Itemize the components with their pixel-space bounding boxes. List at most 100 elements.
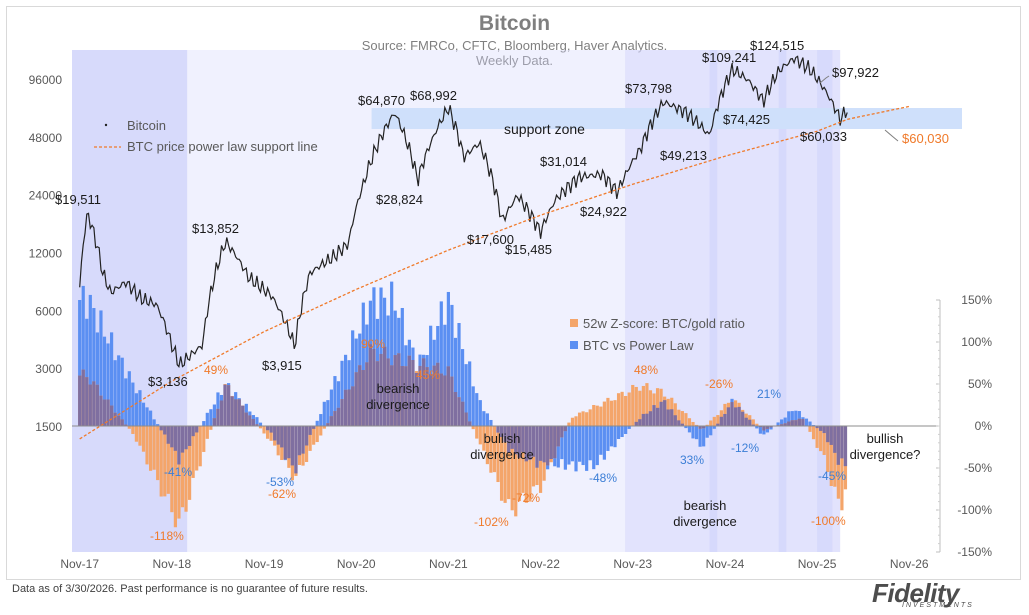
power-law-bar: [113, 360, 117, 426]
overlap-bar: [439, 373, 443, 426]
zscore-bar: [148, 426, 153, 471]
power-law-bar: [560, 426, 564, 460]
power-law-bar: [620, 426, 624, 438]
overlap-bar: [255, 424, 259, 426]
overlap-bar: [744, 417, 748, 426]
shade-band-2: [625, 50, 841, 552]
overlap-bar: [117, 415, 121, 426]
overlap-bar: [81, 369, 85, 426]
zscore-bar: [811, 426, 816, 440]
y-left-tick-label: 1500: [35, 420, 62, 434]
zscore-bar: [163, 426, 167, 497]
overlap-bar: [673, 415, 677, 426]
y-left-tick-label: 24000: [29, 189, 63, 203]
overlap-bar: [354, 372, 358, 426]
overlap-bar: [794, 420, 798, 426]
power-law-bar: [315, 420, 319, 426]
power-law-bar: [705, 426, 709, 438]
percent-annotation: 33%: [680, 453, 704, 467]
overlap-bar: [308, 426, 312, 435]
y-left-tick-label: 6000: [35, 304, 62, 318]
overlap-bar: [517, 426, 521, 458]
power-law-bar: [765, 426, 770, 433]
overlap-bar: [343, 389, 348, 426]
zscore-bar: [705, 424, 709, 426]
power-law-bar: [794, 410, 798, 426]
overlap-bar: [815, 426, 819, 429]
overlap-bar: [78, 375, 82, 426]
zscore-bar: [475, 426, 479, 439]
power-law-bar: [606, 426, 610, 451]
zscore-bar: [631, 384, 635, 426]
footnote: Data as of 3/30/2026. Past performance i…: [12, 583, 368, 595]
power-law-bar: [787, 411, 791, 426]
overlap-bar: [120, 419, 124, 426]
power-law-bar: [758, 426, 762, 434]
power-law-bar: [336, 381, 341, 426]
fidelity-logo-subtext: INVESTMENTS: [902, 602, 974, 609]
percent-annotation: -72%: [512, 491, 540, 505]
y-right-tick-label: -150%: [957, 545, 992, 559]
power-law-bar: [340, 360, 344, 426]
zscore-bar: [833, 426, 837, 487]
overlap-bar: [361, 370, 365, 426]
overlap-bar: [460, 401, 465, 426]
overlap-bar: [297, 426, 302, 456]
power-law-bar: [563, 426, 567, 470]
power-law-bar: [439, 301, 443, 426]
bitcoin-price-line: [79, 55, 848, 369]
overlap-bar: [336, 407, 341, 426]
zscore-bar: [680, 411, 684, 426]
overlap-bar: [109, 405, 114, 426]
chart-title: Bitcoin: [478, 12, 551, 35]
price-annotation: $60,033: [800, 129, 847, 144]
power-law-bar: [702, 426, 706, 447]
percent-annotation: 90%: [361, 337, 385, 351]
zscore-bar: [170, 426, 174, 513]
overlap-bar: [826, 426, 830, 443]
percent-annotation: 21%: [757, 387, 781, 401]
power-law-bar: [138, 390, 142, 426]
overlap-bar: [510, 426, 514, 449]
percent-annotation: -118%: [150, 529, 184, 543]
legend-power-law-label: BTC price power law support line: [127, 139, 318, 154]
power-law-bar: [81, 285, 85, 426]
overlap-bar: [549, 426, 553, 460]
percent-annotation: -102%: [474, 515, 509, 529]
y-right-tick-label: 50%: [968, 377, 992, 391]
power-law-callout-leader: [884, 129, 899, 142]
overlap-bar: [312, 426, 316, 429]
overlap-bar: [212, 418, 216, 426]
overlap-bar: [372, 348, 376, 426]
price-callout-leader: [819, 75, 830, 84]
zscore-bar: [187, 426, 192, 500]
power-law-bar: [124, 378, 128, 426]
power-law-bar: [712, 426, 716, 429]
overlap-bar: [404, 366, 408, 426]
zscore-bar: [691, 421, 695, 426]
zscore-bar: [655, 388, 660, 426]
zscore-bar: [581, 411, 585, 426]
overlap-bar: [829, 426, 833, 445]
power-law-bar: [106, 343, 110, 426]
price-annotation: $49,213: [660, 148, 707, 163]
overlap-bar: [780, 424, 784, 426]
overlap-bar: [418, 365, 422, 426]
overlap-bar: [269, 426, 273, 433]
percent-annotation: -48%: [589, 471, 617, 485]
overlap-bar: [641, 413, 645, 426]
power-law-bar: [453, 337, 458, 426]
overlap-bar: [382, 346, 387, 426]
zscore-bar: [645, 383, 649, 426]
overlap-bar: [538, 426, 543, 461]
power-law-bar: [450, 304, 454, 426]
power-law-bar: [156, 424, 160, 426]
overlap-bar: [216, 408, 220, 426]
x-tick-label: Nov-25: [798, 557, 837, 571]
zscore-bar: [602, 401, 606, 426]
overlap-bar: [280, 426, 284, 448]
overlap-bar: [99, 395, 103, 426]
overlap-bar: [400, 366, 404, 426]
overlap-bar: [329, 416, 333, 426]
zscore-bar: [567, 422, 571, 426]
